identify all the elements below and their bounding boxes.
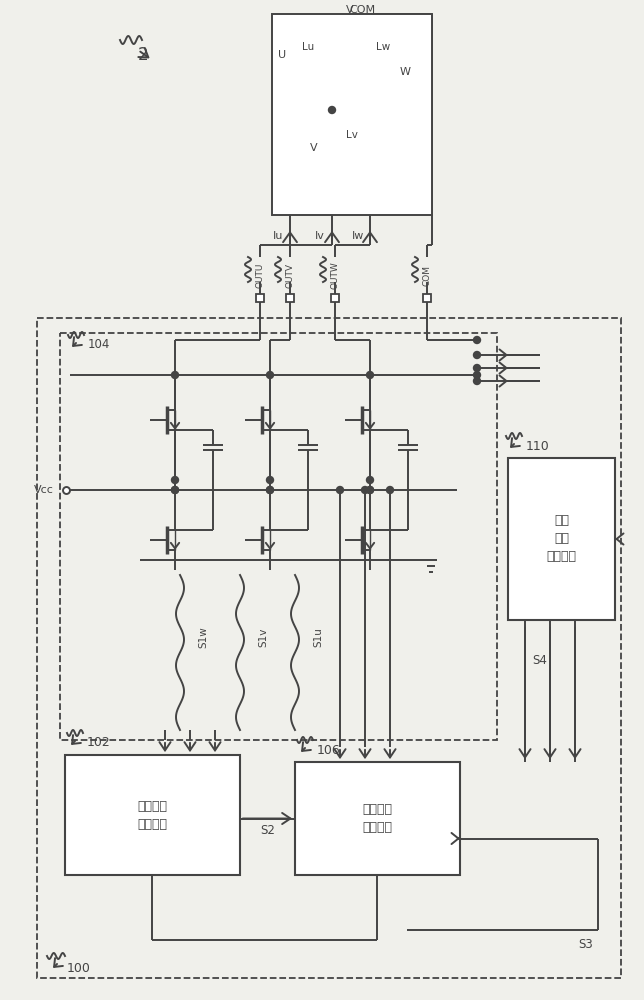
Text: Vcc: Vcc [34,485,54,495]
Text: 自动: 自动 [554,514,569,528]
Text: S3: S3 [578,938,593,952]
Text: 初始位置: 初始位置 [363,803,392,816]
Circle shape [171,487,178,493]
Text: V: V [310,143,317,153]
Text: Lu: Lu [302,42,314,52]
Text: OUTV: OUTV [285,262,294,288]
Circle shape [361,487,368,493]
Circle shape [366,477,374,484]
Circle shape [267,371,274,378]
Text: S4: S4 [533,654,547,666]
Bar [331,294,339,302]
Circle shape [473,377,480,384]
Text: Lw: Lw [376,42,390,52]
Text: 参数: 参数 [554,532,569,546]
Text: 生成电路: 生成电路 [138,818,167,830]
Bar [37,318,621,978]
Circle shape [366,371,374,378]
Text: 106: 106 [317,744,341,756]
Text: 2: 2 [138,46,148,64]
Text: 驱动信号: 驱动信号 [138,800,167,812]
Text: OUTU: OUTU [256,262,265,288]
Circle shape [473,352,480,359]
Text: S1w: S1w [198,627,208,648]
Bar [60,333,497,740]
Circle shape [171,371,178,378]
Circle shape [171,487,178,493]
Circle shape [473,371,480,378]
Text: 104: 104 [88,338,110,352]
Circle shape [171,477,178,484]
Text: U: U [278,50,286,60]
Bar [272,14,432,215]
Circle shape [328,106,336,113]
Text: 检测电路: 检测电路 [363,821,392,834]
Circle shape [366,487,374,493]
Bar [423,294,431,302]
Circle shape [267,487,274,493]
Circle shape [366,487,374,493]
Circle shape [267,477,274,484]
Text: 生成电路: 生成电路 [547,550,576,564]
Text: S1v: S1v [258,628,268,647]
Circle shape [337,487,343,493]
Circle shape [386,487,393,493]
Circle shape [267,487,274,493]
Bar [65,755,240,875]
Bar [286,294,294,302]
Text: Lv: Lv [346,130,358,140]
Bar [508,458,615,620]
Text: V: V [346,5,354,15]
Text: S2: S2 [260,824,275,837]
Text: W: W [399,67,410,77]
Text: Iv: Iv [315,231,325,241]
Text: Iw: Iw [352,231,365,241]
Text: COM: COM [349,5,375,15]
Text: OUTW: OUTW [330,261,339,289]
Circle shape [473,364,480,371]
Text: 100: 100 [67,962,91,974]
Text: 110: 110 [526,440,550,452]
Text: S1u: S1u [313,628,323,647]
Bar [295,762,460,875]
Text: COM: COM [422,264,431,286]
Bar [256,294,264,302]
Text: Iu: Iu [273,231,283,241]
Text: 102: 102 [87,736,111,750]
Circle shape [473,336,480,344]
